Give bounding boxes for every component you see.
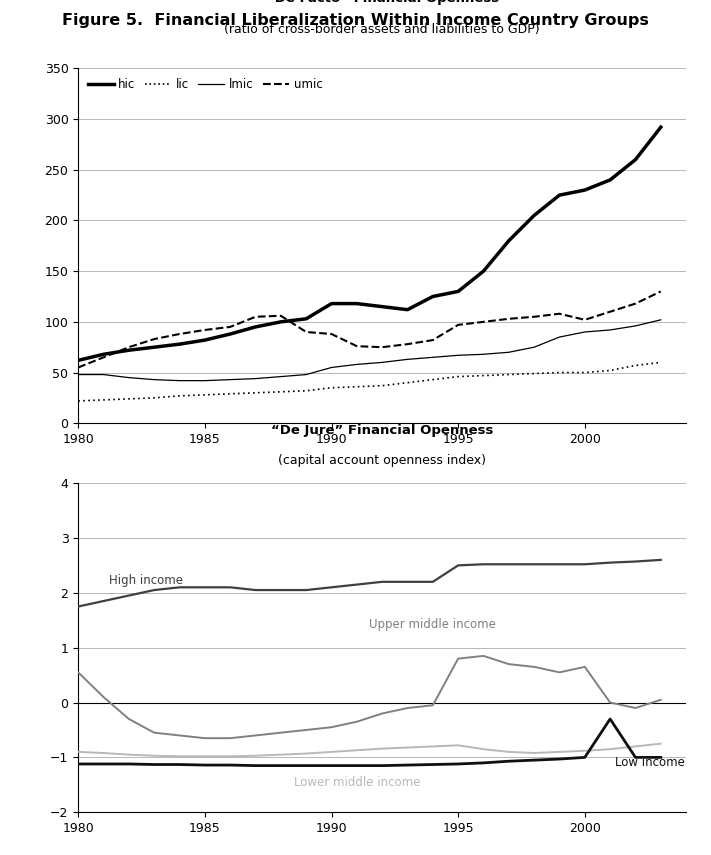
Text: Figure 5.  Financial Liberalization Within Income Country Groups: Figure 5. Financial Liberalization Withi… (62, 13, 649, 28)
Text: (capital account openness index): (capital account openness index) (278, 454, 486, 467)
Text: (ratio of cross-border assets and liabilities to GDP): (ratio of cross-border assets and liabil… (225, 23, 540, 37)
Text: Low income: Low income (615, 757, 685, 770)
Text: “De Facto” Financial Openness: “De Facto” Financial Openness (266, 0, 498, 4)
Text: Lower middle income: Lower middle income (294, 776, 420, 789)
Text: Upper middle income: Upper middle income (370, 618, 496, 631)
Legend: hic, lic, lmic, umic: hic, lic, lmic, umic (84, 74, 326, 94)
Text: “De Jure” Financial Openness: “De Jure” Financial Openness (271, 424, 493, 437)
Text: High income: High income (109, 575, 183, 587)
